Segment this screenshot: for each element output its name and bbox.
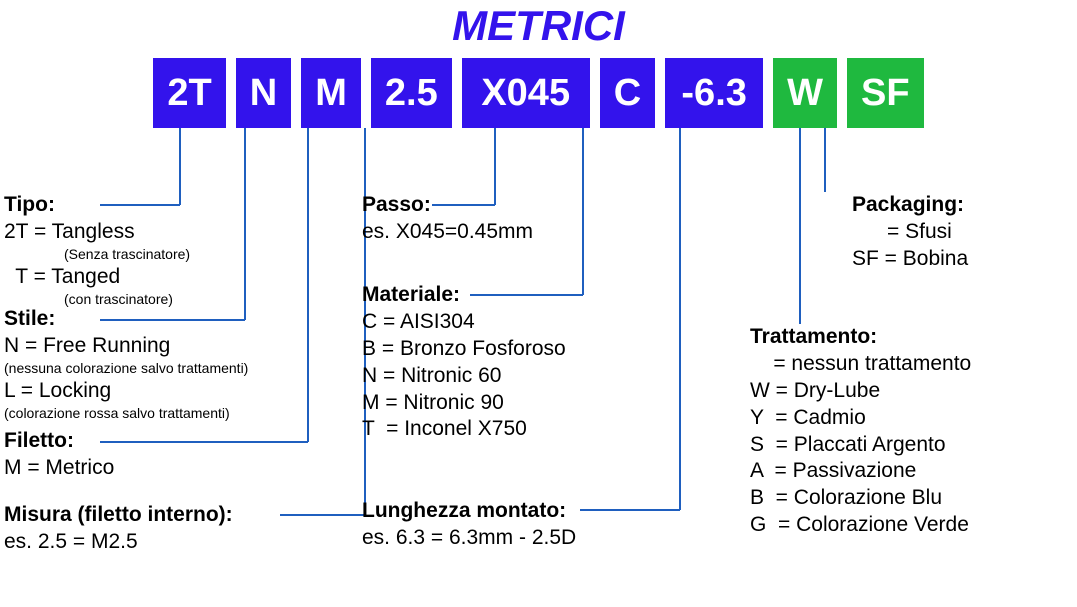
desc-packaging: Packaging: = SfusiSF = Bobina [852,192,968,273]
code-box-2T: 2T [153,58,225,128]
code-box-C: C [600,58,655,128]
desc-heading: Filetto: [4,428,114,455]
desc-heading: Misura (filetto interno): [4,502,233,529]
desc-heading: Packaging: [852,192,968,219]
desc-stile: Stile:N = Free Running(nessuna colorazio… [4,306,248,422]
desc-line: T = Tanged [4,264,190,291]
desc-line: es. X045=0.45mm [362,219,533,246]
desc-line: B = Colorazione Blu [750,485,971,512]
code-box-N: N [236,58,291,128]
desc-line: M = Metrico [4,455,114,482]
desc-line: N = Nitronic 60 [362,363,566,390]
code-box-W: W [773,58,837,128]
desc-line: C = AISI304 [362,309,566,336]
desc-filetto: Filetto:M = Metrico [4,428,114,482]
desc-line: SF = Bobina [852,246,968,273]
code-box-SF: SF [847,58,924,128]
desc-heading: Passo: [362,192,533,219]
desc-line: T = Inconel X750 [362,416,566,443]
desc-line: W = Dry-Lube [750,378,971,405]
desc-line: es. 2.5 = M2.5 [4,529,233,556]
desc-line: = nessun trattamento [750,351,971,378]
desc-line: (colorazione rossa salvo trattamenti) [4,405,248,423]
page-title: METRICI [0,0,1077,50]
code-box-X045: X045 [462,58,590,128]
desc-misura: Misura (filetto interno):es. 2.5 = M2.5 [4,502,233,556]
desc-line: N = Free Running [4,333,248,360]
desc-passo: Passo:es. X045=0.45mm [362,192,533,246]
desc-line: (Senza trascinatore) [4,246,190,264]
desc-line: A = Passivazione [750,458,971,485]
desc-line: = Sfusi [852,219,968,246]
desc-heading: Materiale: [362,282,566,309]
desc-materiale: Materiale:C = AISI304B = Bronzo Fosforos… [362,282,566,443]
desc-tipo: Tipo:2T = Tangless(Senza trascinatore) T… [4,192,190,308]
desc-heading: Lunghezza montato: [362,498,576,525]
desc-lunghezza: Lunghezza montato:es. 6.3 = 6.3mm - 2.5D [362,498,576,552]
desc-heading: Trattamento: [750,324,971,351]
desc-trattamento: Trattamento: = nessun trattamentoW = Dry… [750,324,971,539]
code-box-25: 2.5 [371,58,452,128]
desc-line: Y = Cadmio [750,405,971,432]
desc-line: es. 6.3 = 6.3mm - 2.5D [362,525,576,552]
code-box-M: M [301,58,361,128]
code-row: 2TNM2.5X045C-6.3WSF [0,58,1077,128]
desc-line: B = Bronzo Fosforoso [362,336,566,363]
desc-line: G = Colorazione Verde [750,512,971,539]
desc-line: M = Nitronic 90 [362,390,566,417]
desc-line: 2T = Tangless [4,219,190,246]
desc-heading: Stile: [4,306,248,333]
desc-line: L = Locking [4,378,248,405]
desc-line: (nessuna colorazione salvo trattamenti) [4,360,248,378]
code-box-63: -6.3 [665,58,763,128]
desc-heading: Tipo: [4,192,190,219]
desc-line: S = Placcati Argento [750,432,971,459]
